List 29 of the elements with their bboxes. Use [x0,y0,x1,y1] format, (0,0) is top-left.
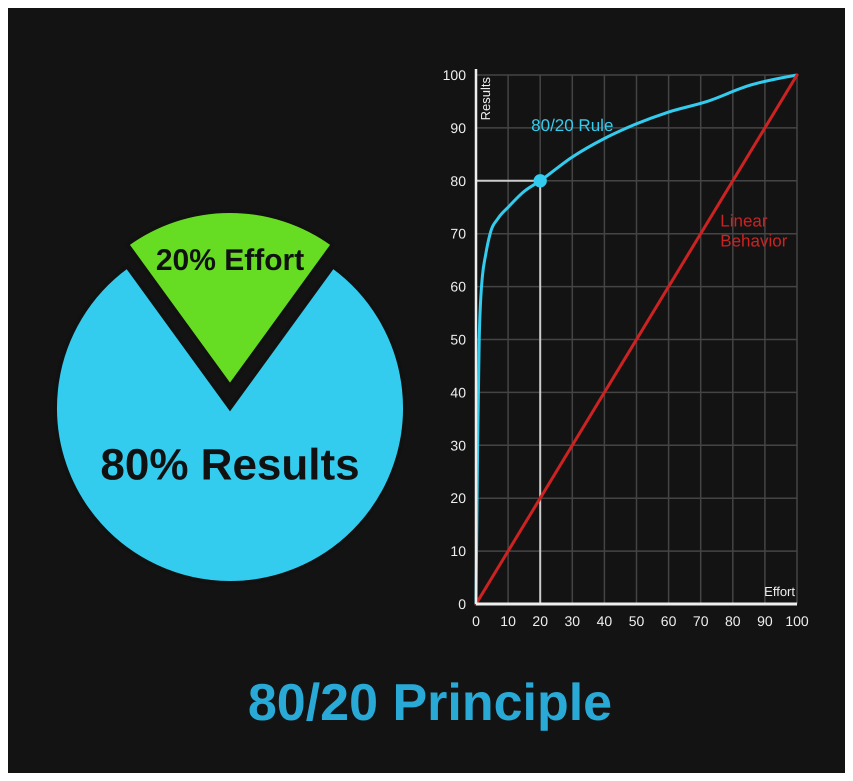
x-tick-label: 40 [596,613,612,629]
x-axis-title: Effort [764,584,796,599]
y-tick-label: 60 [450,278,466,295]
y-tick-label: 70 [450,226,466,242]
series-label: 80/20 Rule [531,116,614,135]
y-tick-label: 10 [450,543,466,560]
x-tick-label: 10 [500,613,516,629]
y-tick-label: 40 [450,384,466,400]
y-tick-label: 80 [450,172,466,189]
series-label: Linear Behavior [720,211,788,250]
x-tick-label: 80 [725,613,741,629]
text: 80/20 Principle [248,674,612,732]
y-tick-label: 20 [450,490,466,506]
y-tick-label: 90 [450,120,466,136]
x-tick-label: 0 [472,613,480,629]
x-tick-label: 20 [532,613,548,629]
slice-label: 20% Effort [156,244,304,277]
x-tick-label: 60 [660,613,677,629]
slice-label: 80% Results [100,440,360,490]
x-tick-label: 30 [564,613,580,629]
x-tick-label: 70 [692,613,709,629]
x-tick-label: 90 [757,613,773,629]
x-tick-label: 100 [785,613,809,629]
y-tick-label: 30 [450,437,466,454]
y-axis-title: Results [478,76,493,120]
x-tick-label: 50 [628,613,644,629]
y-tick-label: 50 [450,332,466,348]
y-tick-label: 100 [442,67,466,83]
y-tick-label: 0 [458,596,466,612]
